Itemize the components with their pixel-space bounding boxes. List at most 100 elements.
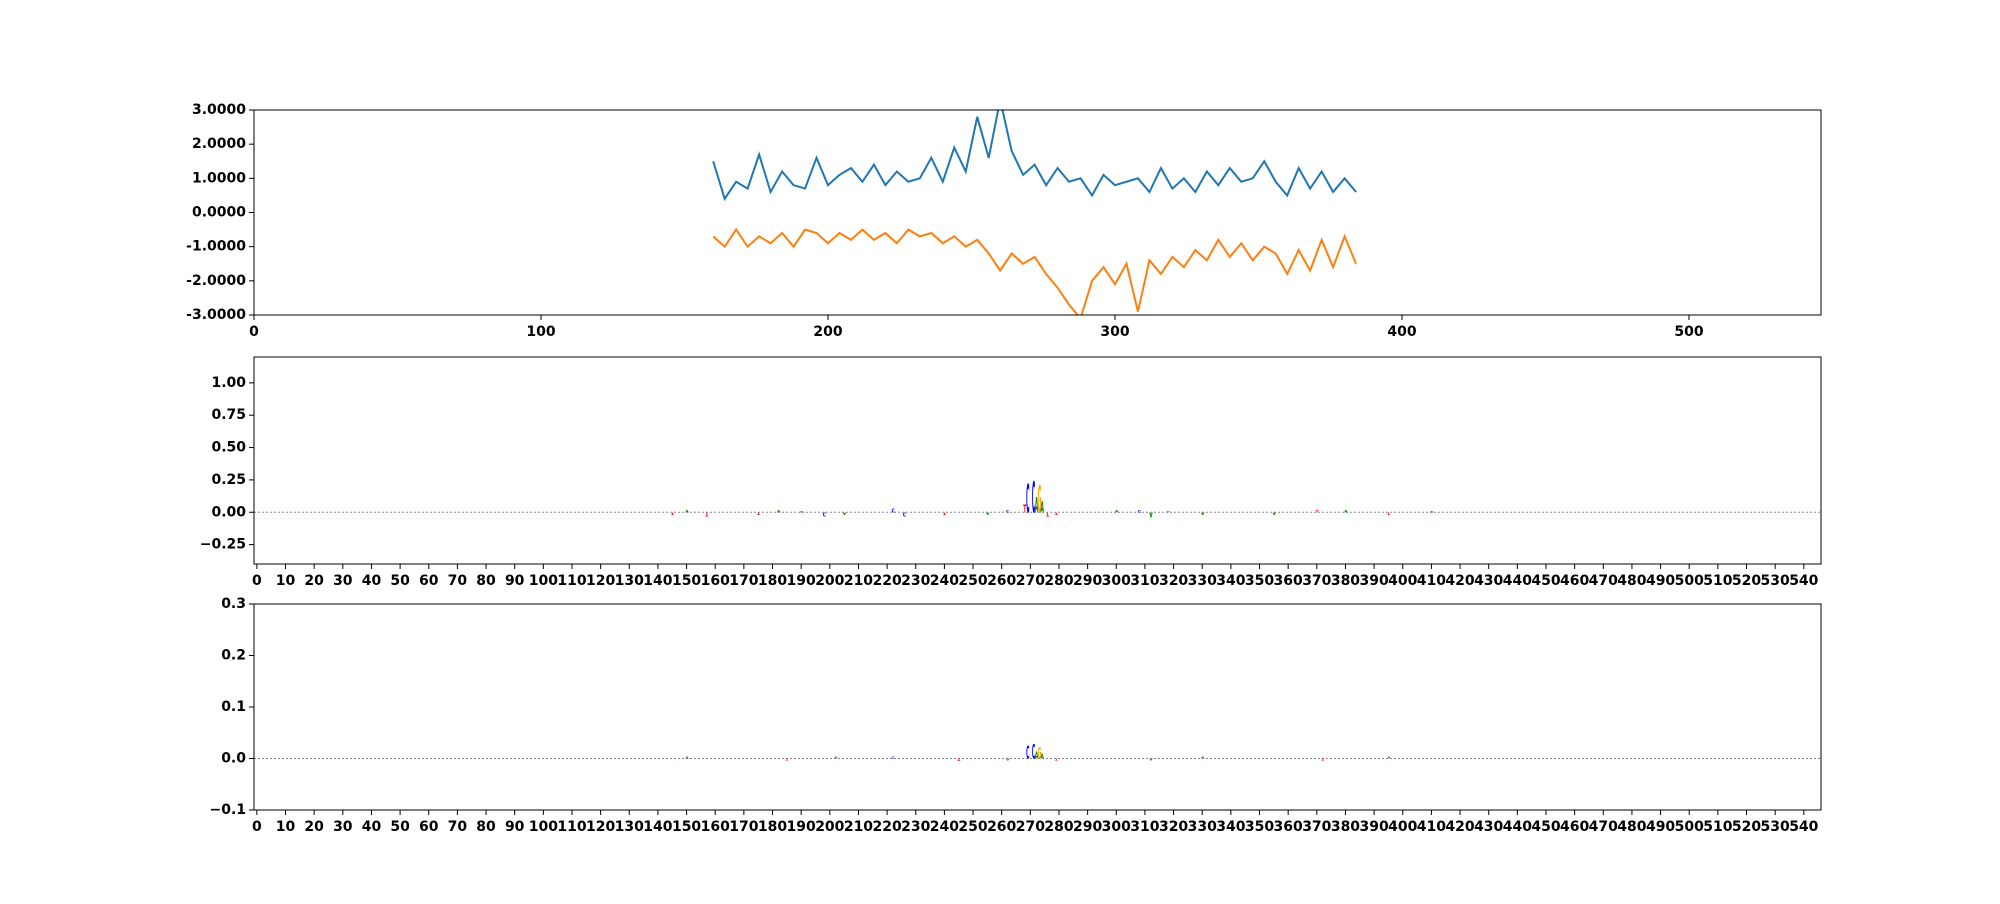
- y-tick-label: 0.3: [221, 596, 246, 612]
- logo-letter: T: [1055, 758, 1059, 762]
- x-tick-label: 150: [672, 819, 701, 835]
- panel: 3.0000 2.0000 1.0000 0.0000 -1.0000 -2.0000 -3…: [186, 102, 1822, 340]
- x-tick-label: 490: [1646, 573, 1675, 589]
- x-tick-label: 490: [1646, 819, 1675, 835]
- x-tick-label: 270: [1016, 819, 1045, 835]
- x-tick-label: 0: [252, 573, 262, 589]
- x-tick-label: 20: [304, 573, 324, 589]
- logo-letter: A: [1035, 493, 1039, 518]
- x-tick-label: 170: [729, 819, 758, 835]
- x-tick-label: 340: [1216, 819, 1245, 835]
- logo-letter: C: [891, 757, 895, 759]
- y-tick-label: 0.25: [211, 472, 246, 488]
- x-tick-label: 140: [643, 819, 672, 835]
- x-tick-label: 10: [276, 819, 296, 835]
- x-tick-label: 250: [958, 819, 987, 835]
- logo-letter: A: [1040, 753, 1044, 761]
- y-tick-label: 1.0000: [192, 170, 246, 186]
- x-tick-label: 230: [901, 573, 930, 589]
- x-tick-label: 70: [448, 819, 468, 835]
- x-tick-label: 430: [1474, 819, 1503, 835]
- x-tick-label: 450: [1531, 819, 1560, 835]
- logo-letter: T: [1321, 758, 1325, 762]
- logo-letter: A: [1149, 758, 1153, 762]
- logo-letter: T: [957, 758, 960, 762]
- x-tick-label: 0: [249, 324, 259, 340]
- y-tick-label: 0.75: [211, 407, 246, 423]
- logo-letter: T: [757, 511, 760, 515]
- x-tick-label: 210: [844, 573, 873, 589]
- x-tick-label: 100: [529, 573, 558, 589]
- logo-letter: A: [685, 509, 689, 513]
- x-tick-label: 300: [1102, 573, 1131, 589]
- x-tick-label: 40: [362, 573, 382, 589]
- line-series: [712, 227, 1357, 315]
- x-tick-label: 460: [1560, 573, 1589, 589]
- logo-letter: T: [943, 511, 946, 515]
- x-tick-label: 330: [1188, 573, 1217, 589]
- logo-letter: T: [785, 758, 789, 760]
- logo-letter: G: [1038, 479, 1042, 523]
- y-tick-label: 0.0: [221, 751, 246, 767]
- x-tick-label: 120: [586, 573, 615, 589]
- logo-letter: G: [1038, 744, 1042, 763]
- x-tick-label: 160: [701, 819, 730, 835]
- x-tick-label: 230: [901, 819, 930, 835]
- x-tick-label: 200: [815, 819, 844, 835]
- x-tick-label: 400: [1388, 573, 1417, 589]
- logo-letter: T: [705, 510, 709, 516]
- x-tick-label: 290: [1073, 819, 1102, 835]
- x-tick-label: 70: [448, 573, 468, 589]
- x-tick-label: 460: [1560, 819, 1589, 835]
- x-tick-label: 360: [1274, 819, 1303, 835]
- logo-letter: A: [1040, 497, 1044, 516]
- x-tick-label: 200: [815, 573, 844, 589]
- y-tick-label: 0.2: [221, 648, 246, 664]
- x-tick-label: 420: [1445, 819, 1474, 835]
- logo-letter: T: [1166, 511, 1170, 513]
- logo-letter: T: [1387, 511, 1390, 515]
- y-tick-label: 0.1: [221, 699, 246, 715]
- x-tick-label: 190: [787, 819, 816, 835]
- x-tick-label: 90: [505, 819, 525, 835]
- x-tick-label: 540: [1789, 819, 1818, 835]
- x-tick-label: 280: [1044, 573, 1073, 589]
- x-tick-label: 410: [1417, 819, 1446, 835]
- x-tick-label: 440: [1503, 573, 1532, 589]
- y-tick-label: 1.00: [211, 375, 246, 391]
- x-tick-label: 10: [276, 573, 296, 589]
- logo-letter: A: [1344, 509, 1348, 513]
- x-tick-label: 400: [1388, 819, 1417, 835]
- logo-letter: A: [1272, 511, 1276, 515]
- x-tick-label: 270: [1016, 573, 1045, 589]
- x-tick-label: 110: [557, 573, 586, 589]
- x-tick-label: 410: [1417, 573, 1446, 589]
- logo-letter: C: [823, 510, 827, 516]
- x-tick-label: 290: [1073, 573, 1102, 589]
- plot-area: [712, 110, 1357, 315]
- x-tick-label: 310: [1130, 819, 1159, 835]
- x-tick-label: 20: [304, 819, 324, 835]
- x-tick-label: 180: [758, 819, 787, 835]
- logo-letter: A: [1149, 510, 1153, 518]
- line-series: [712, 110, 1357, 202]
- x-tick-label: 260: [987, 573, 1016, 589]
- logo-letter: A: [986, 511, 990, 515]
- logo-letter: C: [1026, 743, 1029, 764]
- y-tick-label: 0.50: [211, 440, 246, 456]
- x-tick-label: 40: [362, 819, 382, 835]
- axes-frame: [253, 603, 1822, 811]
- logo-letter: A: [685, 757, 689, 759]
- x-tick-label: 50: [390, 819, 410, 835]
- logo-letter: A: [1387, 757, 1391, 759]
- x-tick-label: 260: [987, 819, 1016, 835]
- x-tick-label: 150: [672, 573, 701, 589]
- axes-frame: [253, 356, 1822, 565]
- x-tick-label: 450: [1531, 573, 1560, 589]
- x-tick-label: 320: [1159, 573, 1188, 589]
- x-tick-label: 430: [1474, 573, 1503, 589]
- y-tick-label: −0.25: [200, 537, 246, 553]
- logo-letter: A: [777, 509, 781, 513]
- x-tick-label: 100: [526, 324, 555, 340]
